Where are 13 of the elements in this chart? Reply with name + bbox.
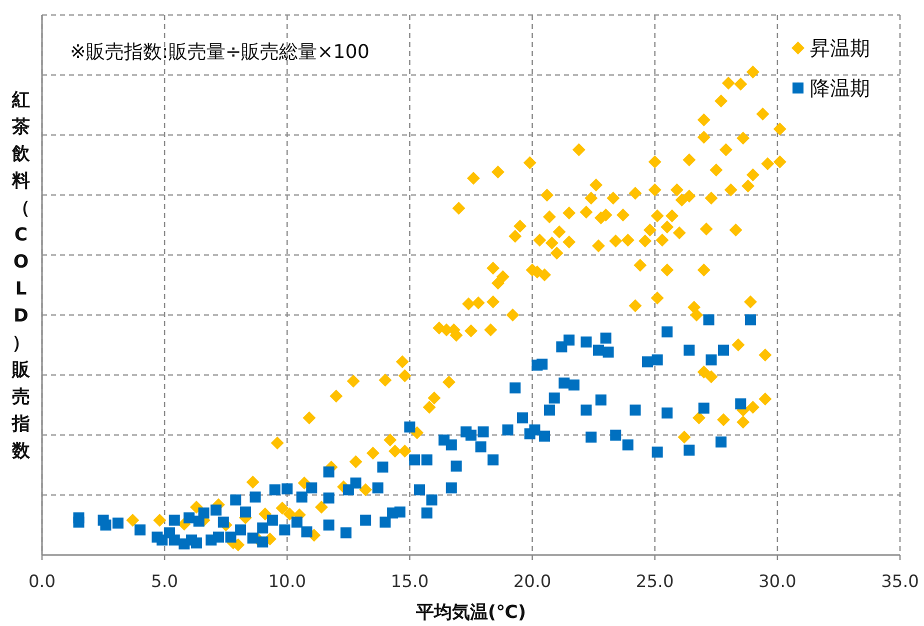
x-tick-label: 15.0 — [390, 572, 429, 592]
x-tick-label: 5.0 — [151, 572, 178, 592]
x-tick-label: 20.0 — [513, 572, 552, 592]
text: ※販売指数:販売量÷販売総量×100 — [70, 41, 370, 63]
x-tick-label: 35.0 — [881, 572, 919, 592]
text: 紅茶飲料（COLD）販売指数 — [12, 90, 30, 462]
x-tick-label: 0.0 — [28, 572, 56, 592]
x-tick-label: 25.0 — [636, 572, 674, 592]
x-tick-label: 30.0 — [758, 572, 796, 592]
x-axis-title: 平均気温(℃) — [414, 602, 526, 623]
x-tick-label: 10.0 — [268, 572, 306, 592]
legend-label: 降温期 — [810, 76, 870, 100]
legend-label: 昇温期 — [810, 36, 870, 60]
